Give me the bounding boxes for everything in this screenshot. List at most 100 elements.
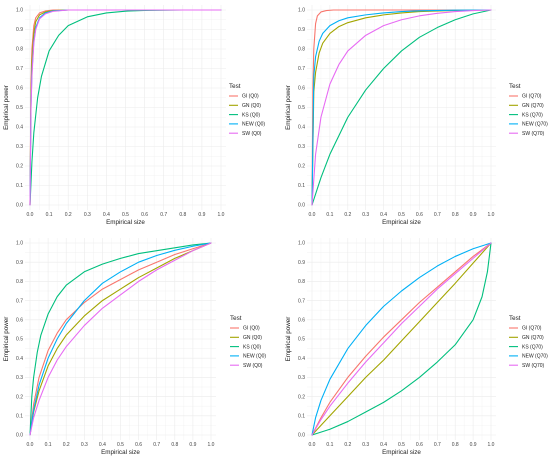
y-tick-label: 0.7 bbox=[298, 298, 305, 304]
x-tick-label: 0.7 bbox=[434, 212, 441, 218]
y-tick-label: 0.2 bbox=[16, 164, 23, 170]
x-tick-label: 0.4 bbox=[380, 442, 387, 448]
y-tick-label: 0.0 bbox=[16, 433, 23, 439]
y-tick-label: 0.8 bbox=[16, 47, 23, 53]
legend-label-gn: GN (Q0) bbox=[243, 335, 262, 341]
y-tick-label: 0.4 bbox=[298, 356, 305, 362]
y-tick-label: 0.0 bbox=[16, 203, 23, 209]
x-tick-label: 0.1 bbox=[46, 212, 53, 218]
x-axis-title: Empirical size bbox=[382, 449, 421, 456]
y-axis-title: Empirical power bbox=[3, 317, 10, 362]
y-tick-label: 1.0 bbox=[298, 8, 305, 14]
y-tick-label: 0.6 bbox=[298, 318, 305, 324]
x-tick-label: 1.0 bbox=[208, 442, 215, 448]
x-tick-label: 0.9 bbox=[198, 212, 205, 218]
x-tick-label: 0.0 bbox=[309, 212, 316, 218]
x-tick-label: 0.8 bbox=[452, 212, 459, 218]
x-tick-label: 0.1 bbox=[326, 442, 333, 448]
x-tick-label: 0.4 bbox=[99, 442, 106, 448]
y-tick-label: 0.8 bbox=[16, 279, 23, 285]
x-tick-label: 0.3 bbox=[81, 442, 88, 448]
legend-label-sw: SW (Q70) bbox=[522, 363, 545, 369]
y-tick-label: 0.4 bbox=[16, 125, 23, 131]
y-tick-label: 0.5 bbox=[16, 337, 23, 343]
y-tick-label: 0.3 bbox=[298, 375, 305, 381]
x-tick-label: 0.5 bbox=[117, 442, 124, 448]
y-axis-title: Empirical power bbox=[285, 317, 292, 362]
chart-panel-4: 0.0 0.1 0.2 0.3 0.4 0.5 0.6 0.7 0.8 0.9 1.0 0.0 0.1 0… bbox=[285, 238, 548, 456]
legend-label-new: NEW (Q70) bbox=[522, 354, 548, 360]
x-tick-label: 0.6 bbox=[416, 442, 423, 448]
y-tick-label: 1.0 bbox=[16, 241, 23, 247]
y-tick-label: 0.3 bbox=[298, 144, 305, 150]
y-tick-label: 0.5 bbox=[298, 105, 305, 111]
x-tick-label: 0.8 bbox=[179, 212, 186, 218]
legend-title: Test bbox=[229, 83, 241, 90]
x-tick-label: 0.2 bbox=[65, 212, 72, 218]
x-tick-label: 0.2 bbox=[344, 212, 351, 218]
y-tick-label: 0.4 bbox=[298, 125, 305, 131]
y-tick-label: 0.8 bbox=[298, 279, 305, 285]
legend-label-ks: KS (Q0) bbox=[243, 344, 261, 350]
y-tick-label: 0.2 bbox=[298, 394, 305, 400]
x-tick-label: 0.9 bbox=[470, 442, 477, 448]
y-tick-label: 0.3 bbox=[16, 144, 23, 150]
y-axis-title: Empirical power bbox=[285, 85, 292, 130]
y-tick-label: 0.1 bbox=[16, 414, 23, 420]
x-tick-label: 0.6 bbox=[141, 212, 148, 218]
y-tick-label: 0.9 bbox=[16, 260, 23, 266]
x-tick-label: 0.3 bbox=[362, 212, 369, 218]
y-tick-label: 0.6 bbox=[298, 86, 305, 92]
legend-title: Test bbox=[509, 315, 521, 322]
x-tick-label: 0.1 bbox=[326, 212, 333, 218]
y-tick-label: 0.1 bbox=[298, 183, 305, 189]
y-tick-label: 0.1 bbox=[298, 414, 305, 420]
x-tick-label: 0.7 bbox=[160, 212, 167, 218]
y-tick-label: 0.7 bbox=[16, 298, 23, 304]
x-tick-label: 0.0 bbox=[309, 442, 316, 448]
chart-panel-1: 0.0 0.1 0.2 0.3 0.4 0.5 0.6 0.7 0.8 0.9 1.0 0.0 0.1 0… bbox=[3, 5, 265, 226]
x-tick-label: 0.0 bbox=[27, 442, 34, 448]
x-tick-label: 0.3 bbox=[362, 442, 369, 448]
x-tick-label: 0.6 bbox=[135, 442, 142, 448]
y-tick-label: 0.2 bbox=[16, 394, 23, 400]
legend-label-gi: GI (Q0) bbox=[242, 94, 259, 100]
legend-label-gi: GI (Q70) bbox=[522, 326, 542, 332]
x-tick-label: 0.0 bbox=[27, 212, 34, 218]
legend-title: Test bbox=[230, 315, 242, 322]
y-tick-label: 0.0 bbox=[298, 433, 305, 439]
y-tick-label: 1.0 bbox=[16, 8, 23, 14]
y-tick-label: 0.5 bbox=[16, 105, 23, 111]
x-tick-label: 0.5 bbox=[398, 212, 405, 218]
y-tick-label: 0.9 bbox=[16, 27, 23, 33]
legend-label-gi: GI (Q70) bbox=[522, 94, 542, 100]
x-tick-label: 0.5 bbox=[122, 212, 129, 218]
legend-label-gi: GI (Q0) bbox=[243, 326, 260, 332]
x-tick-label: 0.2 bbox=[63, 442, 70, 448]
x-tick-label: 0.2 bbox=[344, 442, 351, 448]
chart-panel-3: 0.0 0.1 0.2 0.3 0.4 0.5 0.6 0.7 0.8 0.9 1.0 0.0 0.1 0… bbox=[3, 238, 266, 456]
y-tick-label: 0.0 bbox=[298, 203, 305, 209]
legend-label-ks: KS (Q70) bbox=[522, 112, 543, 118]
x-axis-title: Empirical size bbox=[382, 219, 421, 226]
legend-label-sw: SW (Q0) bbox=[242, 131, 262, 137]
legend-label-ks: KS (Q0) bbox=[242, 112, 260, 118]
legend-label-gn: GN (Q0) bbox=[242, 103, 261, 109]
x-tick-label: 0.3 bbox=[84, 212, 91, 218]
y-tick-label: 0.7 bbox=[16, 66, 23, 72]
x-tick-label: 1.0 bbox=[488, 442, 495, 448]
y-tick-label: 0.8 bbox=[298, 47, 305, 53]
y-tick-label: 0.2 bbox=[298, 164, 305, 170]
y-axis-title: Empirical power bbox=[3, 85, 10, 130]
legend-label-new: NEW (Q0) bbox=[242, 122, 265, 128]
y-tick-label: 0.3 bbox=[16, 375, 23, 381]
y-tick-label: 0.1 bbox=[16, 183, 23, 189]
y-tick-label: 0.9 bbox=[298, 260, 305, 266]
y-tick-label: 0.4 bbox=[16, 356, 23, 362]
y-tick-label: 0.6 bbox=[16, 318, 23, 324]
legend-label-new: NEW (Q0) bbox=[243, 354, 266, 360]
y-tick-label: 1.0 bbox=[298, 241, 305, 247]
